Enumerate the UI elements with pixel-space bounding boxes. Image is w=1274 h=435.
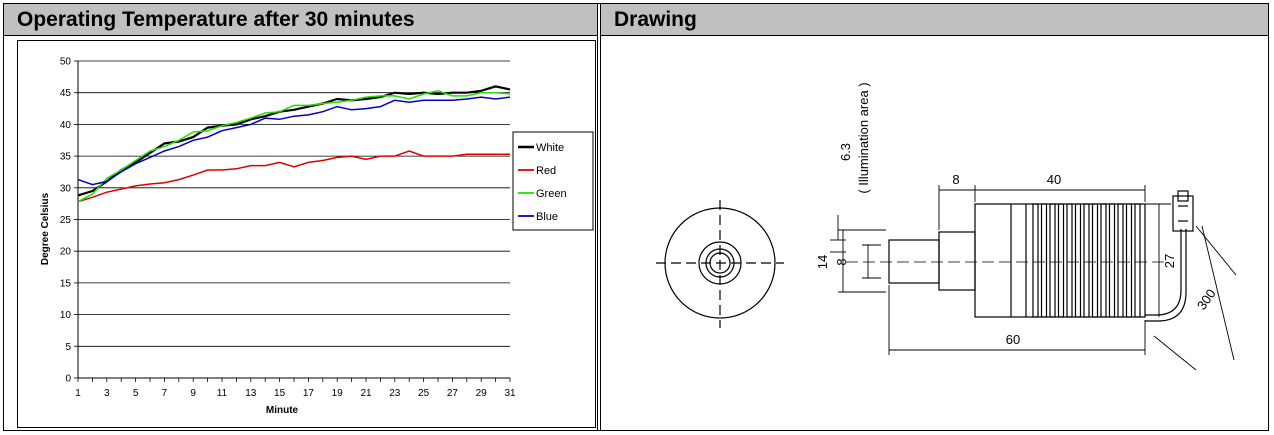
y-tick-label: 45 [60, 88, 72, 99]
x-tick-label: 25 [418, 388, 430, 399]
heatsink-fin [1100, 203, 1107, 318]
dim-40: 40 [1047, 172, 1061, 187]
dimension-labels: 6.3 ( Illumination area ) 8 40 14 8 27 3… [815, 82, 1219, 347]
y-tick-label: 0 [65, 374, 71, 385]
x-tick-label: 7 [162, 388, 168, 399]
x-tick-label: 11 [217, 388, 228, 399]
heatsink-fin [1057, 203, 1065, 318]
x-tick-label: 3 [104, 388, 110, 399]
heatsink-fin [1074, 203, 1082, 318]
legend-label-blue: Blue [536, 211, 558, 223]
y-tick-label: 10 [60, 310, 72, 321]
series-line-red [77, 150, 510, 203]
dim-60: 60 [1006, 332, 1020, 347]
y-axis-label: Degree Celsius [40, 192, 51, 265]
heatsink-fin [1040, 203, 1048, 318]
x-tick-label: 23 [389, 388, 401, 399]
front-view [656, 200, 784, 328]
x-tick-label: 17 [303, 388, 315, 399]
heatsink-fin [1049, 203, 1056, 318]
x-tick-label: 9 [190, 388, 196, 399]
dim-14: 14 [815, 255, 830, 269]
y-tick-label: 25 [60, 215, 72, 226]
legend-label-green: Green [536, 188, 567, 200]
heatsink-fin [1066, 203, 1073, 318]
y-tick-label: 50 [60, 57, 72, 68]
heatsink-fin [1117, 203, 1124, 318]
heatsink-fin [1083, 203, 1090, 318]
heatsink-fin [1108, 203, 1116, 318]
dimensions [830, 185, 1237, 371]
legend-label-white: White [536, 142, 564, 154]
heatsink-fin [1125, 203, 1133, 318]
x-tick-label: 5 [133, 388, 139, 399]
header-operating-temperature: Operating Temperature after 30 minutes [4, 4, 597, 36]
series-line-blue [77, 96, 511, 186]
x-tick-label: 31 [504, 388, 516, 399]
y-tick-label: 15 [60, 278, 72, 289]
y-tick-label: 35 [60, 152, 72, 163]
dim-300: 300 [1194, 286, 1219, 312]
x-tick-label: 19 [332, 388, 344, 399]
x-tick-label: 29 [476, 388, 488, 399]
column-divider [600, 4, 601, 431]
side-view [846, 190, 1194, 322]
series-line-green [77, 90, 511, 203]
y-tick-label: 5 [65, 342, 71, 353]
legend: White Red Green Blue [512, 131, 594, 231]
x-tick-label: 1 [75, 388, 81, 399]
header-drawing: Drawing [601, 4, 1268, 36]
x-axis-label: Minute [266, 405, 299, 416]
legend-label-red: Red [536, 165, 556, 177]
y-tick-label: 30 [60, 183, 72, 194]
series-line-white [77, 85, 511, 197]
y-tick-label: 20 [60, 247, 72, 258]
dim-8-side: 8 [834, 258, 849, 265]
x-tick-label: 27 [447, 388, 459, 399]
heatsink-fin [1134, 203, 1141, 318]
heatsink-fin [1091, 203, 1099, 318]
column-divider [597, 4, 598, 431]
table-frame [3, 3, 1269, 431]
y-tick-label: 40 [60, 120, 72, 131]
technical-drawing: 6.3 ( Illumination area ) 8 40 14 8 27 3… [656, 82, 1237, 371]
dim-illumination-value: 6.3 [838, 143, 853, 161]
dim-27: 27 [1162, 254, 1177, 268]
dim-illumination-note: ( Illumination area ) [856, 82, 871, 193]
dim-8-top: 8 [952, 172, 959, 187]
x-tick-label: 13 [245, 388, 257, 399]
heatsink-fin [1032, 203, 1039, 318]
temperature-chart: 0 5 10 15 20 25 30 35 40 45 50 1 3 5 7 9 11 13 15 17 19 21 23 2… [17, 40, 596, 428]
x-tick-label: 15 [274, 388, 286, 399]
x-tick-label: 21 [360, 388, 372, 399]
